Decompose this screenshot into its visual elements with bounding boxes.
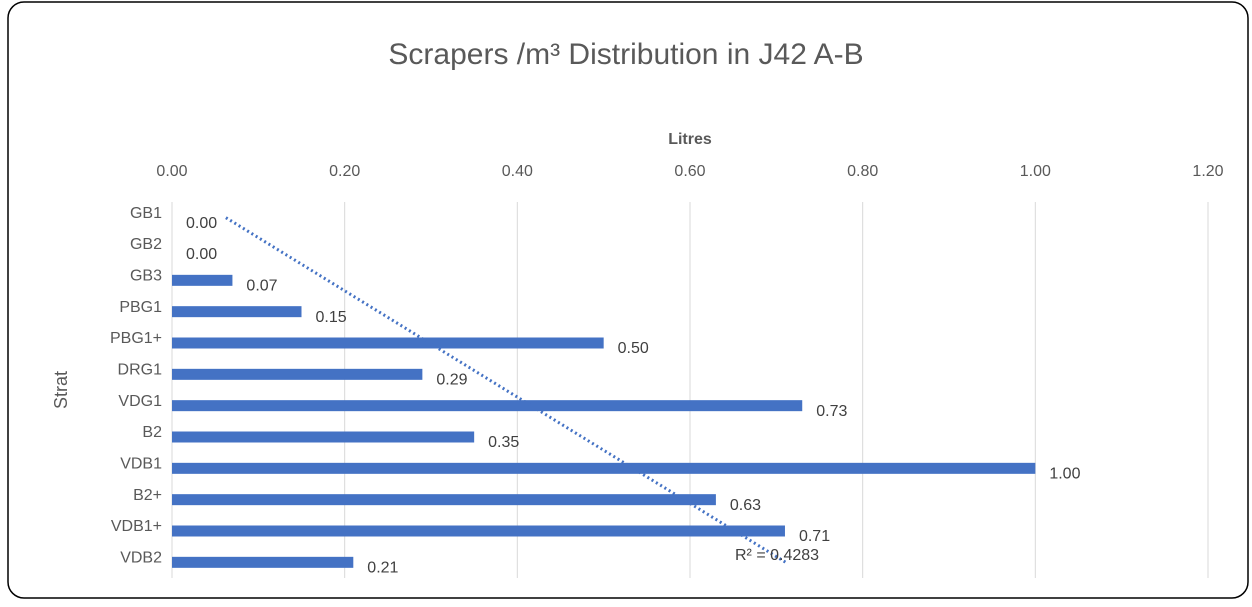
data-label: 0.35 [488, 434, 519, 451]
x-tick-label: 0.00 [156, 163, 187, 180]
x-axis-title: Litres [668, 131, 712, 148]
data-label: 0.07 [246, 278, 277, 295]
y-tick-label: VDB1+ [111, 518, 162, 535]
data-label: 0.50 [618, 340, 649, 357]
bar [172, 274, 233, 286]
x-tick-label: 1.20 [1192, 163, 1223, 180]
y-tick-label: GB2 [130, 236, 162, 253]
chart-frame [7, 1, 1249, 599]
x-tick-label: 1.00 [1020, 163, 1051, 180]
y-tick-label: GB1 [130, 205, 162, 222]
x-tick-label: 0.20 [329, 163, 360, 180]
data-label: 0.71 [799, 528, 830, 545]
bar [172, 462, 1036, 474]
y-tick-label: GB3 [130, 268, 162, 285]
y-tick-label: B2+ [133, 487, 162, 504]
bar [172, 337, 604, 349]
data-label: 1.00 [1049, 466, 1080, 483]
data-label: 0.00 [186, 215, 217, 232]
trendline-label: R² = 0.4283 [735, 547, 819, 564]
bar [172, 525, 785, 537]
bar [172, 431, 475, 443]
bar [172, 368, 423, 380]
data-label: 0.63 [730, 497, 761, 514]
x-tick-label: 0.40 [502, 163, 533, 180]
y-tick-label: B2 [142, 424, 162, 441]
y-axis-title: Strat [51, 371, 71, 409]
chart-title: Scrapers /m³ Distribution in J42 A-B [388, 38, 863, 71]
bar [172, 556, 354, 568]
x-tick-label: 0.80 [847, 163, 878, 180]
bar [172, 494, 716, 506]
data-label: 0.00 [186, 246, 217, 263]
y-tick-label: VDB1 [120, 456, 162, 473]
y-tick-label: VDG1 [118, 393, 162, 410]
y-tick-label: DRG1 [118, 362, 163, 379]
data-label: 0.21 [367, 560, 398, 577]
x-tick-label: 0.60 [674, 163, 705, 180]
bar [172, 400, 803, 412]
data-label: 0.29 [436, 372, 467, 389]
bar [172, 306, 302, 318]
data-label: 0.15 [316, 309, 347, 326]
data-label: 0.73 [816, 403, 847, 420]
y-tick-label: PBG1+ [110, 330, 162, 347]
y-tick-label: PBG1 [119, 299, 162, 316]
y-tick-label: VDB2 [120, 550, 162, 567]
